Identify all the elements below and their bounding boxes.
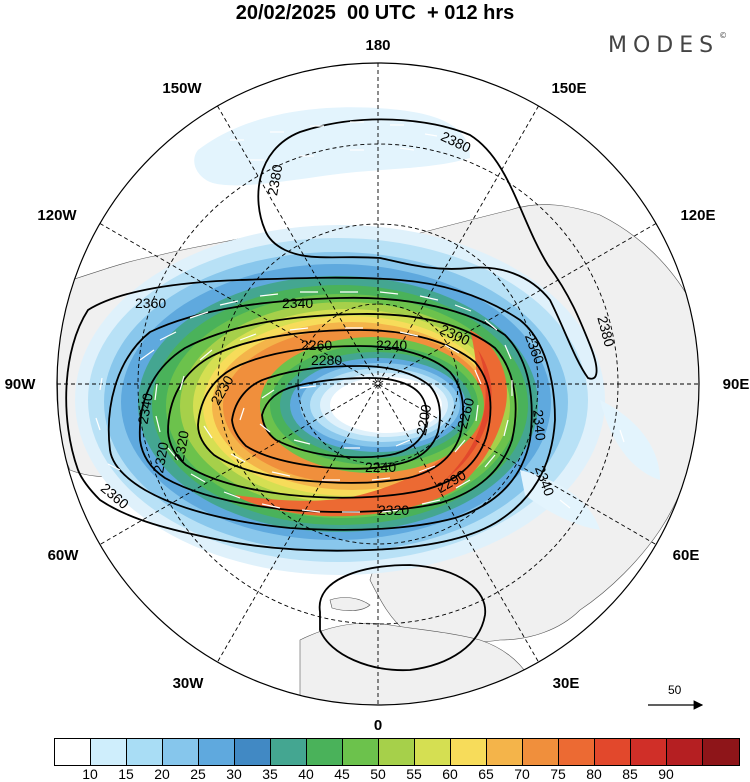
contour-label: 2380 [264,163,285,197]
colorbar-swatch [667,739,703,765]
contour-label: 2240 [376,337,407,353]
colorbar-swatch [415,739,451,765]
contour-label: 2320 [150,441,171,475]
colorbar-tick-label: 30 [226,766,242,782]
lon-label-90e: 90E [723,376,750,393]
lon-label-90w: 90W [5,376,37,393]
wind-vectors [95,121,625,513]
brand-copyright: © [719,30,728,40]
contour-label: 2340 [530,409,549,442]
colorbar-tick-label: 20 [154,766,170,782]
colorbar-swatch [271,739,307,765]
colorbar-tick-label: 50 [370,766,386,782]
lon-label-150w: 150W [162,80,202,97]
colorbar-swatch [523,739,559,765]
colorbar-swatch [163,739,199,765]
colorbar-swatch [235,739,271,765]
colorbar-swatch [631,739,667,765]
colorbar-swatch [487,739,523,765]
reference-vector-label: 50 [668,683,682,697]
colorbar-swatch [91,739,127,765]
brand-logo: MODES© [608,30,728,58]
contour-label: 2380 [594,314,618,348]
globe-outline [56,62,700,706]
lon-label-150e: 150E [551,80,586,97]
colorbar-swatch [703,739,739,765]
wind-speed-shading [75,107,660,575]
colorbar-swatch [127,739,163,765]
colorbar-tick-label: 60 [442,766,458,782]
colorbar-swatch [55,739,91,765]
lon-label-120e: 120E [680,207,715,224]
brand-name: MODES [608,33,720,58]
colorbar-tick-label: 45 [334,766,350,782]
colorbar-swatch [379,739,415,765]
contour-label: 2340 [282,295,313,311]
colorbar-tick-label: 55 [406,766,422,782]
lon-label-0: 0 [374,717,382,734]
colorbar-swatch [199,739,235,765]
colorbar-tick-label: 80 [586,766,602,782]
colorbar-swatch [595,739,631,765]
contour-label: 2320 [378,502,409,518]
contour-label: 2360 [135,295,166,311]
colorbar-swatch [343,739,379,765]
contour-label: 2340 [135,392,156,426]
contour-label: 2320 [171,429,192,463]
colorbar-tick-label: 70 [514,766,530,782]
colorbar-swatch [451,739,487,765]
colorbar-tick-label: 35 [262,766,278,782]
contour-label: 2260 [454,396,478,430]
colorbar [54,738,740,766]
colorbar-tick-label: 10 [82,766,98,782]
contour-label: 2200 [413,403,434,437]
lon-label-30e: 30E [553,675,580,692]
longitude-labels: 180 150E 120E 90E 60E 30E 0 30W 60W 90W … [5,37,750,734]
colorbar-tick-label: 85 [622,766,638,782]
colorbar-tick-label: 15 [118,766,134,782]
lon-label-180: 180 [365,37,390,54]
height-contours [65,118,598,671]
contour-label: 2280 [311,352,342,368]
lon-label-30w: 30W [173,675,205,692]
colorbar-ticks: 10 15 20 25 30 35 40 45 50 55 60 65 70 75 80 85 90 [0,766,750,782]
colorbar-swatch [307,739,343,765]
lon-label-60w: 60W [48,547,80,564]
contour-label: 2240 [365,459,396,475]
colorbar-tick-label: 65 [478,766,494,782]
colorbar-tick-label: 75 [550,766,566,782]
colorbar-tick-label: 25 [190,766,206,782]
colorbar-tick-label: 90 [658,766,674,782]
lon-label-120w: 120W [37,207,77,224]
map-title: 20/02/2025 00 UTC + 012 hrs [235,2,515,24]
colorbar-tick-label: 40 [298,766,314,782]
lon-label-60e: 60E [673,547,700,564]
colorbar-swatch [559,739,595,765]
contour-label: 2260 [301,337,332,353]
